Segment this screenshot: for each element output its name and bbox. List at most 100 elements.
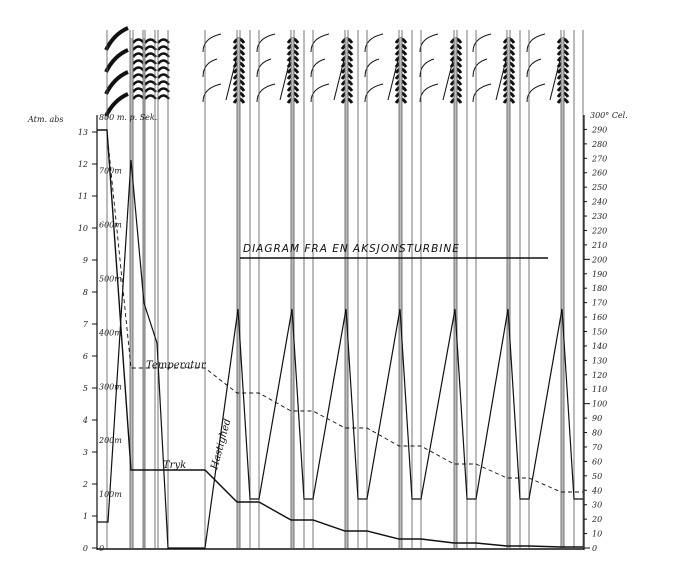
guide-vane-profile <box>364 83 384 103</box>
blade-profile <box>132 38 145 44</box>
blade-profile <box>132 66 145 72</box>
stage-band <box>291 38 294 548</box>
blade-profile <box>157 52 170 58</box>
velocity-axis-tick-label: 700m <box>99 167 122 176</box>
velocity-axis-tick-label: 400m <box>98 328 122 337</box>
guide-vane-profile <box>310 83 330 103</box>
velocity-axis-tick-label: 500m <box>99 275 122 284</box>
guide-vane-profile <box>472 83 492 103</box>
right-axis-tick-label: 190 <box>592 270 607 279</box>
right-axis-tick-label: 170 <box>592 299 607 308</box>
blade-profile <box>132 73 145 79</box>
blade-profile <box>144 73 157 79</box>
right-axis-tick-label: 10 <box>592 530 602 539</box>
temperature-curve <box>106 131 583 493</box>
right-axis-tick-label: 50 <box>592 472 602 481</box>
left-axis-tick-label: 12 <box>78 160 88 169</box>
guide-vane-profile <box>526 33 546 53</box>
guide-vane-profile <box>526 58 542 78</box>
right-axis-tick-label: 280 <box>591 140 607 149</box>
blade-profile <box>144 45 157 51</box>
left-axis-tick-label: 13 <box>78 128 88 137</box>
right-axis-tick-label: 240 <box>591 198 607 207</box>
velocity-axis-tick-label: 600m <box>99 221 122 230</box>
blade-profile <box>157 73 170 79</box>
right-axis-tick-label: 160 <box>592 313 607 322</box>
guide-vane-profile <box>364 58 380 78</box>
guide-vane-profile <box>364 33 384 53</box>
blade-profile <box>157 38 170 44</box>
stage-band <box>345 38 348 548</box>
blade-profile <box>144 59 157 65</box>
guide-vane-profile <box>256 58 272 78</box>
stage-band <box>561 38 564 548</box>
guide-vane-profile <box>202 58 218 78</box>
blade-profile <box>157 94 170 100</box>
right-axis-tick-label: 110 <box>592 385 607 394</box>
velocity-axis-tick-label: 200m <box>98 436 122 445</box>
blade-profile <box>157 80 170 86</box>
blade-profile <box>132 59 145 65</box>
blade-profile <box>157 59 170 65</box>
guide-vane-profile <box>419 83 439 103</box>
left-axis-tick-label: 2 <box>82 480 88 489</box>
guide-vane-profile <box>256 83 276 103</box>
guide-vane-profile <box>472 33 492 53</box>
right-axis-tick-label: 200 <box>591 255 607 264</box>
nozzle-profile <box>104 26 129 51</box>
right-axis-tick-label: 220 <box>591 226 607 235</box>
stage-band <box>237 38 240 548</box>
right-axis-tick-label: 290 <box>591 125 607 134</box>
right-axis-tick-label: 260 <box>591 169 607 178</box>
blade-profile <box>144 38 157 44</box>
blade-profile <box>144 87 157 93</box>
left-axis-tick-label: 3 <box>83 448 88 457</box>
left-axis-tick-label: 0 <box>83 544 88 553</box>
right-axis-tick-label: 70 <box>592 443 602 452</box>
velocity-axis-tick-label: 0 <box>99 544 104 553</box>
nozzle-profile <box>104 70 129 95</box>
right-axis-tick-label: 20 <box>591 515 602 524</box>
pressure-label: Tryk <box>163 460 186 471</box>
blade-profile <box>144 52 157 58</box>
blade-profile <box>132 45 145 51</box>
right-axis-tick-label: 130 <box>592 356 607 365</box>
stage-band <box>454 38 457 548</box>
guide-vane-profile <box>310 58 326 78</box>
blade-profile <box>144 80 157 86</box>
right-axis-tick-label: 270 <box>591 154 607 163</box>
guide-vane-profile <box>472 58 488 78</box>
nozzle-profile <box>104 92 129 117</box>
guide-vane-profile <box>526 83 546 103</box>
left-axis-tick-label: 10 <box>78 224 88 233</box>
guide-vane-profile <box>419 33 439 53</box>
blade-profile <box>144 66 157 72</box>
guide-vane-profile <box>202 83 222 103</box>
blade-profile <box>144 94 157 100</box>
blade-profile <box>157 87 170 93</box>
left-axis-tick-label: 8 <box>83 288 88 297</box>
right-axis-tick-label: 30 <box>592 501 602 510</box>
right-axis-tick-label: 180 <box>592 284 607 293</box>
blade-profile <box>132 87 145 93</box>
right-axis-tick-label: 140 <box>592 342 607 351</box>
nozzle-profile <box>104 48 129 73</box>
guide-vane-profile <box>419 58 435 78</box>
guide-vane-profile <box>256 33 276 53</box>
velocity-axis-top-label: 800 m. p. Sek. <box>99 113 157 122</box>
pressure-curve <box>97 129 583 548</box>
curves <box>97 129 583 549</box>
right-axis-tick-label: 230 <box>591 212 607 221</box>
right-axis-tick-label: 250 <box>591 183 607 192</box>
right-axis-tick-label: 60 <box>592 457 602 466</box>
right-axis-tick-label: 210 <box>591 241 607 250</box>
blade-profile <box>132 94 145 100</box>
right-axis-tick-label: 90 <box>592 414 602 423</box>
axes: 0123456789101112130100m200m300m400m500m6… <box>78 115 607 553</box>
left-axis-tick-label: 1 <box>83 512 88 521</box>
blade-profile <box>132 80 145 86</box>
guide-vane-profile <box>310 33 330 53</box>
left-axis-unit-label: Atm. abs <box>27 115 64 124</box>
temperature-label: Temperatur <box>146 360 207 371</box>
right-axis-tick-label: 150 <box>592 328 607 337</box>
